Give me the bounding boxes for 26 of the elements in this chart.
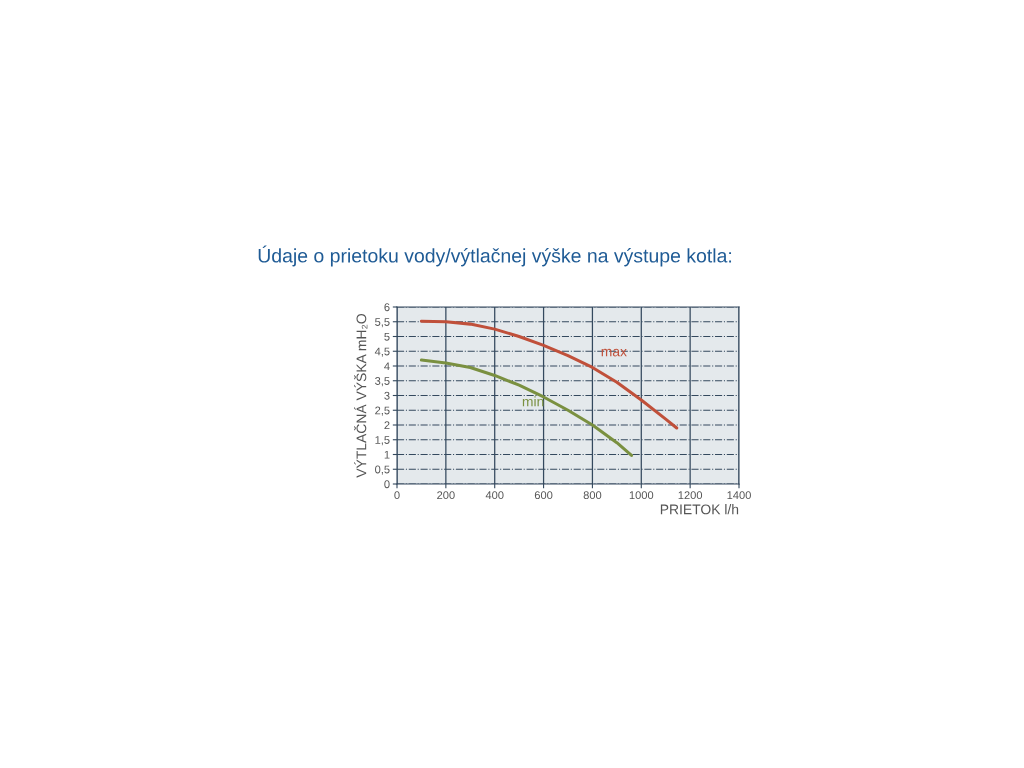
y-tick-label: 4,5 [374, 347, 390, 357]
line-series [419, 358, 634, 457]
y-tick-label: 1 [384, 450, 390, 459]
y-tick-label: 0,5 [375, 465, 390, 475]
y-tick-label: 1,5 [375, 436, 390, 446]
x-axis-title: PRIETOK l/h [660, 504, 739, 515]
y-axis-title: VÝTLAČNÁ VÝŠKA mH₂O [354, 313, 368, 478]
x-tick-label: 200 [437, 491, 455, 500]
y-tick-label: 5 [384, 332, 390, 341]
y-tick-label: 6 [384, 303, 390, 312]
x-tick-label: 1200 [678, 491, 703, 500]
x-tick-label: 1400 [727, 491, 751, 500]
x-tick-label: 400 [485, 491, 504, 500]
y-tick-label: 2 [384, 421, 390, 430]
y-tick-label: 3,5 [375, 377, 390, 387]
line-series [419, 319, 679, 430]
chart-title: Údaje o prietoku vody/výtlačnej výške na výstupe kotla: [258, 245, 732, 267]
y-tick-label: 4 [384, 362, 390, 371]
x-tick-label: 600 [534, 491, 553, 500]
y-tick-label: 5,5 [375, 318, 390, 328]
x-tick-label: 1000 [629, 491, 654, 500]
y-tick-label: 0 [384, 480, 390, 489]
x-tick-label: 0 [394, 491, 400, 500]
y-tick-label: 2,5 [375, 406, 390, 416]
x-tick-label: 800 [583, 491, 602, 500]
y-tick-label: 3 [384, 391, 390, 400]
